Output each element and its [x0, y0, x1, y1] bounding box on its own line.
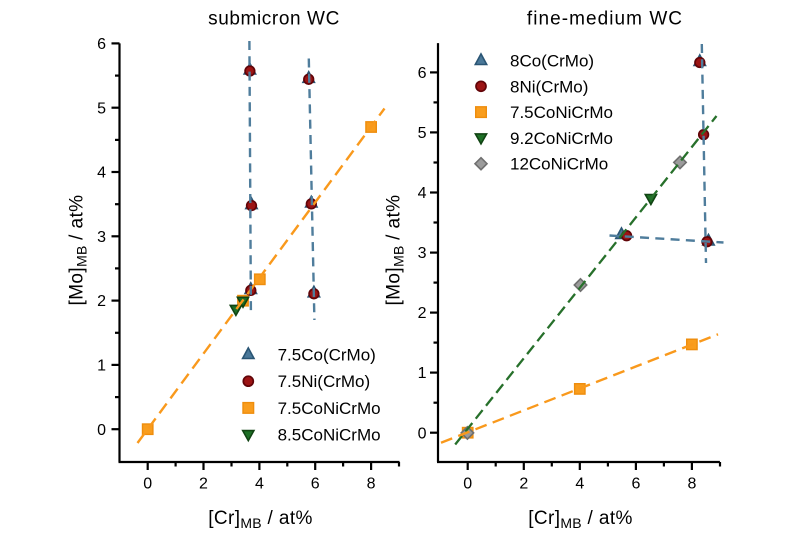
svg-text:2: 2	[199, 476, 208, 493]
svg-text:[Mo]MB / at%: [Mo]MB / at%	[384, 195, 407, 306]
svg-text:8.5CoNiCrMo: 8.5CoNiCrMo	[278, 426, 381, 445]
svg-text:6: 6	[97, 36, 106, 53]
svg-text:8Ni(CrMo): 8Ni(CrMo)	[510, 77, 588, 96]
svg-text:7.5CoNiCrMo: 7.5CoNiCrMo	[278, 399, 381, 418]
svg-text:[Cr]MB / at%: [Cr]MB / at%	[208, 508, 313, 531]
svg-text:1: 1	[97, 358, 106, 375]
svg-text:1: 1	[418, 365, 427, 382]
svg-text:4: 4	[418, 185, 427, 202]
svg-text:3: 3	[418, 245, 427, 262]
svg-text:fine-medium WC: fine-medium WC	[527, 9, 683, 30]
svg-text:7.5Ni(CrMo): 7.5Ni(CrMo)	[278, 372, 371, 391]
svg-text:5: 5	[418, 125, 427, 142]
svg-text:[Mo]MB / at%: [Mo]MB / at%	[66, 195, 89, 306]
svg-text:7.5CoNiCrMo: 7.5CoNiCrMo	[510, 103, 613, 122]
svg-text:[Cr]MB / at%: [Cr]MB / at%	[528, 508, 633, 531]
svg-text:0: 0	[463, 476, 472, 493]
svg-text:5: 5	[97, 100, 106, 117]
svg-text:0: 0	[143, 476, 152, 493]
svg-text:2: 2	[519, 476, 528, 493]
svg-text:4: 4	[97, 165, 106, 182]
svg-text:4: 4	[575, 476, 584, 493]
svg-text:7.5Co(CrMo): 7.5Co(CrMo)	[278, 346, 376, 365]
svg-text:6: 6	[311, 476, 320, 493]
svg-text:6: 6	[418, 65, 427, 82]
svg-text:8: 8	[687, 476, 696, 493]
svg-text:12CoNiCrMo: 12CoNiCrMo	[510, 155, 608, 174]
svg-text:0: 0	[418, 425, 427, 442]
svg-text:9.2CoNiCrMo: 9.2CoNiCrMo	[510, 129, 613, 148]
svg-text:4: 4	[255, 476, 264, 493]
svg-text:2: 2	[418, 305, 427, 322]
svg-text:submicron WC: submicron WC	[208, 9, 340, 30]
svg-text:0: 0	[97, 422, 106, 439]
svg-text:8Co(CrMo): 8Co(CrMo)	[510, 52, 594, 71]
svg-text:2: 2	[97, 293, 106, 310]
svg-text:6: 6	[631, 476, 640, 493]
svg-text:3: 3	[97, 229, 106, 246]
svg-text:8: 8	[367, 476, 376, 493]
